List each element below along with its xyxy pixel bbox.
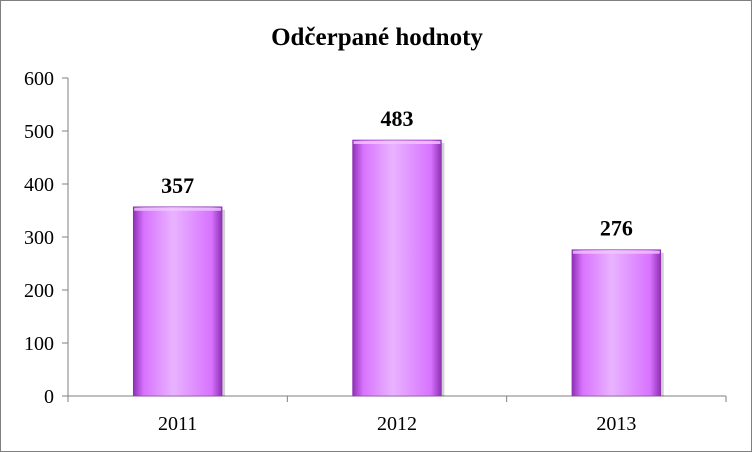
data-label-2011: 357	[161, 173, 194, 198]
y-tick-label: 500	[24, 121, 54, 143]
bars	[132, 139, 664, 397]
bar-top-highlight	[353, 141, 441, 145]
bar-top-highlight	[134, 207, 222, 211]
x-tick-label: 2013	[596, 413, 636, 435]
data-labels: 357 483 276	[161, 106, 633, 241]
y-tick-label: 100	[24, 333, 54, 355]
y-tick-label: 300	[24, 227, 54, 249]
x-tick-label: 2011	[158, 413, 197, 435]
data-label-2012: 483	[381, 106, 414, 131]
bar-2011	[132, 206, 223, 397]
data-label-2013: 276	[600, 216, 633, 241]
y-tick-label: 0	[44, 386, 54, 408]
x-tick-label: 2012	[377, 413, 417, 435]
bar-2013	[571, 249, 662, 397]
chart-title: Odčerpané hodnoty	[271, 24, 483, 51]
bar-2012	[352, 139, 442, 397]
y-tick-label: 600	[24, 68, 54, 90]
bar-top-highlight	[572, 250, 660, 254]
y-tick-label: 200	[24, 280, 54, 302]
axes: 0 100 200 300 400 500 600 2011 2012 2013	[24, 68, 727, 435]
y-tick-label: 400	[24, 174, 54, 196]
